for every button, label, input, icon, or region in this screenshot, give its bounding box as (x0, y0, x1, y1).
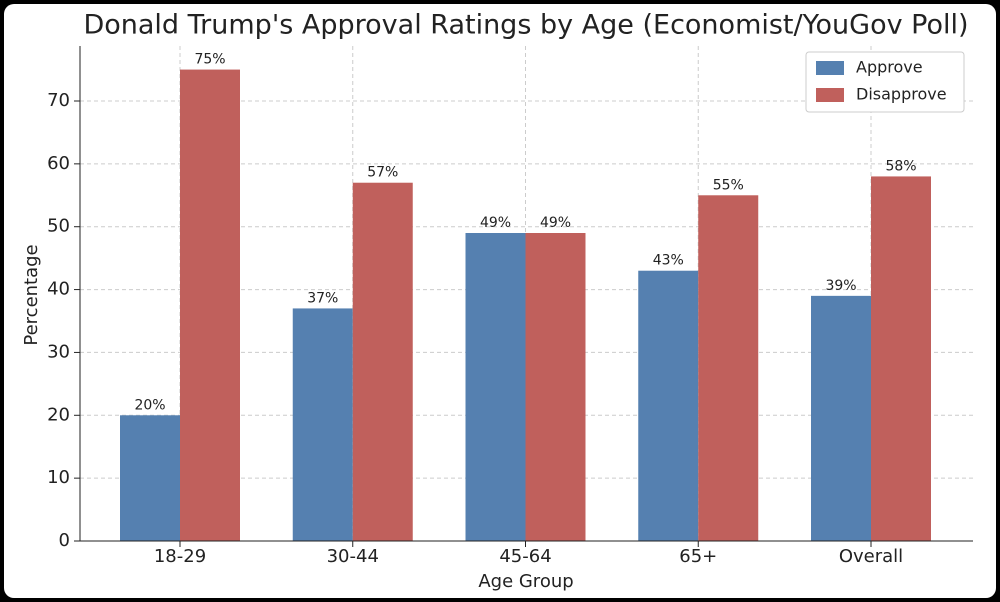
bar (352, 182, 413, 541)
x-tick-label: 30-44 (327, 546, 379, 567)
value-label: 75% (194, 52, 225, 68)
y-tick-label: 40 (47, 279, 70, 300)
y-tick-label: 70 (47, 90, 70, 111)
x-tick-label: 65+ (679, 546, 717, 567)
x-tick-label: 45-64 (499, 546, 551, 567)
y-tick-label: 10 (47, 467, 70, 488)
bar (698, 195, 759, 542)
legend-label: Disapprove (856, 85, 947, 104)
value-label: 20% (134, 397, 165, 413)
bar (120, 415, 180, 541)
y-tick-label: 0 (59, 530, 70, 551)
y-tick-label: 50 (47, 216, 70, 237)
value-label: 57% (367, 165, 398, 181)
legend-label: Approve (856, 58, 923, 77)
x-axis-label: Age Group (478, 571, 573, 592)
legend-swatch (816, 61, 844, 75)
chart-title: Donald Trump's Approval Ratings by Age (… (83, 10, 968, 41)
value-label: 58% (885, 158, 916, 174)
bar (811, 295, 871, 541)
value-label: 43% (653, 253, 684, 269)
legend-swatch (816, 88, 844, 102)
value-label: 37% (307, 290, 338, 306)
value-label: 55% (713, 177, 744, 193)
bar (871, 176, 931, 541)
value-label: 49% (540, 215, 571, 231)
y-axis-label: Percentage (21, 244, 42, 345)
y-tick-label: 30 (47, 341, 70, 362)
x-tick-label: Overall (839, 546, 903, 567)
bar (525, 233, 586, 541)
y-tick-label: 60 (47, 153, 70, 174)
value-label: 49% (480, 215, 511, 231)
bar (638, 270, 699, 541)
x-tick-label: 18-29 (154, 546, 206, 567)
bar (292, 308, 353, 541)
value-label: 39% (825, 278, 856, 294)
bar (465, 233, 526, 541)
legend-box (805, 51, 965, 113)
y-tick-label: 20 (47, 404, 70, 425)
bar (180, 69, 240, 542)
